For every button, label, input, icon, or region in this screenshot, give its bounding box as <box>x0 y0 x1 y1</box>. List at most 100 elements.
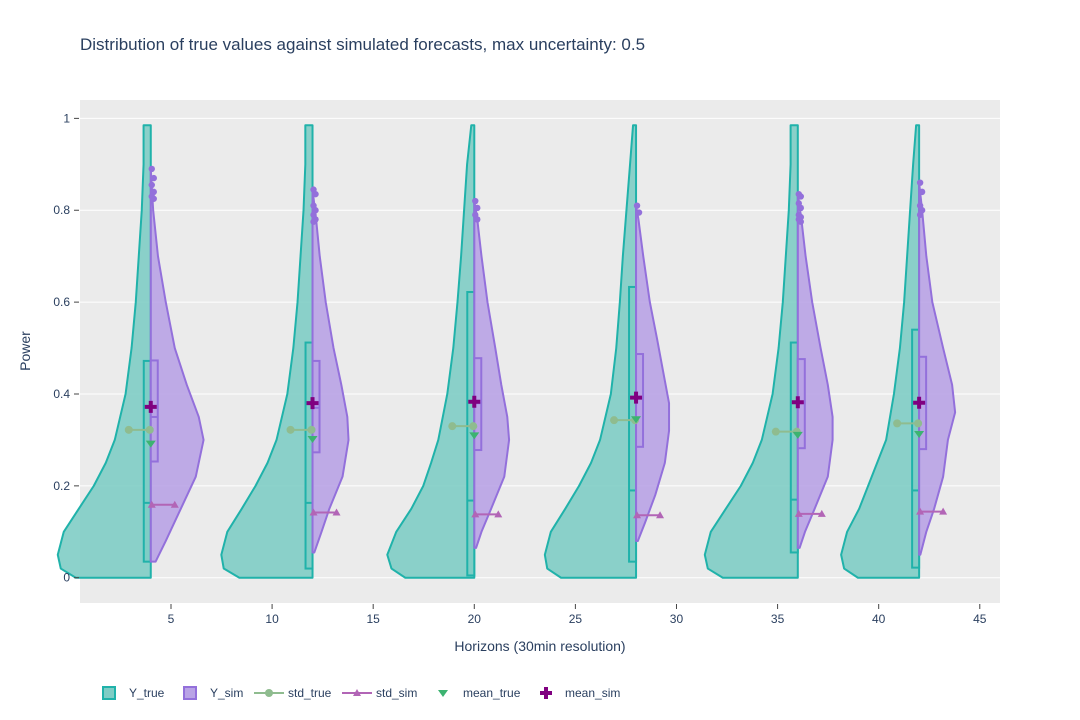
std-sim-marker <box>309 508 318 516</box>
horizon-group <box>543 124 671 579</box>
std-sim-marker <box>494 510 503 518</box>
std-true-marker <box>286 425 295 434</box>
mean-true-marker <box>631 416 642 424</box>
sim-outlier-point <box>633 202 641 209</box>
legend-item-std-true: std_true <box>254 686 332 700</box>
std-true-marker <box>145 425 154 434</box>
gridlines <box>80 117 1000 579</box>
violin-sim <box>473 200 511 549</box>
std-sim-marker <box>633 511 642 519</box>
violin-true <box>703 124 799 579</box>
mean-sim-marker <box>144 400 157 413</box>
std-sim-marker <box>916 507 925 515</box>
x-axis-label: Horizons (30min resolution) <box>454 638 625 654</box>
legend-item-std-sim: std_sim <box>342 686 417 700</box>
x-tick-label: 10 <box>265 612 279 626</box>
std-sim-marker <box>170 500 179 508</box>
y-tick-label: 0.8 <box>53 203 70 217</box>
violin-sim <box>149 167 205 563</box>
y-axis-label: Power <box>17 331 33 371</box>
sim-outlier-point <box>148 165 155 173</box>
y-axis-ticks: 0 0.2 0.4 0.6 0.8 1 <box>53 111 79 585</box>
mean-sim-marker <box>468 395 481 408</box>
legend-swatch-mean-sim <box>540 687 552 699</box>
sim-outlier-point <box>635 209 643 216</box>
std-sim-marker <box>656 511 665 519</box>
legend-swatch-y-true <box>102 686 116 700</box>
mean-true-marker <box>307 436 318 444</box>
std-sim-marker <box>471 510 480 518</box>
sim-outlier-point <box>150 195 157 202</box>
box-true <box>304 341 314 570</box>
box-true <box>628 285 638 563</box>
sim-outlier-point <box>474 216 481 223</box>
y-tick-label: 1 <box>63 111 70 125</box>
x-tick-label: 45 <box>973 612 987 626</box>
violin-sim <box>635 204 671 542</box>
std-sim-marker <box>794 509 803 517</box>
legend-item-mean-true: mean_true <box>438 686 521 700</box>
x-tick-label: 25 <box>569 612 583 626</box>
x-axis-ticks: 5 10 15 20 25 30 35 40 45 <box>168 604 987 626</box>
mean-sim-marker <box>791 396 804 409</box>
horizon-group <box>220 124 350 579</box>
std-sim-marker <box>332 508 341 516</box>
mean-sim-marker <box>913 396 926 409</box>
y-tick-label: 0.4 <box>53 387 70 401</box>
legend: Y_true Y_sim std_true std_sim mean_true mean_… <box>102 686 620 700</box>
x-tick-label: 30 <box>670 612 684 626</box>
std-true-marker <box>893 419 902 428</box>
sim-outlier-point <box>472 197 479 205</box>
sim-outlier-point <box>148 181 155 189</box>
legend-swatch-std-true-marker <box>265 689 273 697</box>
legend-label: mean_sim <box>565 686 620 700</box>
y-tick-label: 0.2 <box>53 479 70 493</box>
x-tick-label: 40 <box>872 612 886 626</box>
sim-outlier-point <box>312 190 319 198</box>
std-true-marker <box>124 425 133 434</box>
y-tick-label: 0.6 <box>53 295 70 309</box>
sim-outlier-point <box>310 218 317 225</box>
plot-area <box>80 100 1000 603</box>
mean-true-marker <box>914 430 925 438</box>
sim-outlier-point <box>797 193 805 200</box>
violin-true <box>386 124 476 579</box>
x-tick-label: 15 <box>367 612 381 626</box>
violin-true <box>543 124 638 579</box>
x-tick-label: 35 <box>771 612 785 626</box>
sim-outlier-point <box>916 211 924 219</box>
legend-swatch-std-sim-marker <box>353 689 361 696</box>
std-true-marker <box>307 425 316 434</box>
box-true <box>789 341 799 554</box>
chart-title: Distribution of true values against simu… <box>80 35 645 54</box>
sim-outlier-point <box>916 179 924 186</box>
mean-true-marker <box>145 440 156 448</box>
mean-true-marker <box>792 431 803 439</box>
std-sim-marker <box>817 509 826 517</box>
legend-label: std_true <box>288 686 332 700</box>
std-true-marker <box>469 422 478 431</box>
sim-outlier-point <box>918 188 926 196</box>
x-tick-label: 5 <box>168 612 175 626</box>
violin-sim <box>796 193 834 549</box>
legend-item-y-true: Y_true <box>102 686 165 700</box>
legend-swatch-mean-true <box>438 690 448 697</box>
mean-sim-marker <box>306 397 319 410</box>
horizon-group <box>386 124 511 579</box>
std-true-marker <box>914 419 923 428</box>
legend-label: Y_sim <box>210 686 243 700</box>
horizon-group <box>703 124 834 579</box>
std-true-marker <box>448 422 457 431</box>
legend-swatch-y-sim <box>183 686 197 700</box>
mean-true-marker <box>469 432 480 440</box>
horizon-group <box>840 124 957 579</box>
sim-outlier-point <box>474 204 481 212</box>
mean-sim-marker <box>630 391 643 404</box>
sim-outlier-point <box>797 204 805 212</box>
std-sim-marker <box>147 500 156 508</box>
chart-marks <box>56 124 957 579</box>
sim-outlier-point <box>150 174 157 182</box>
violin-sim <box>311 188 350 554</box>
violin-true <box>220 124 314 579</box>
